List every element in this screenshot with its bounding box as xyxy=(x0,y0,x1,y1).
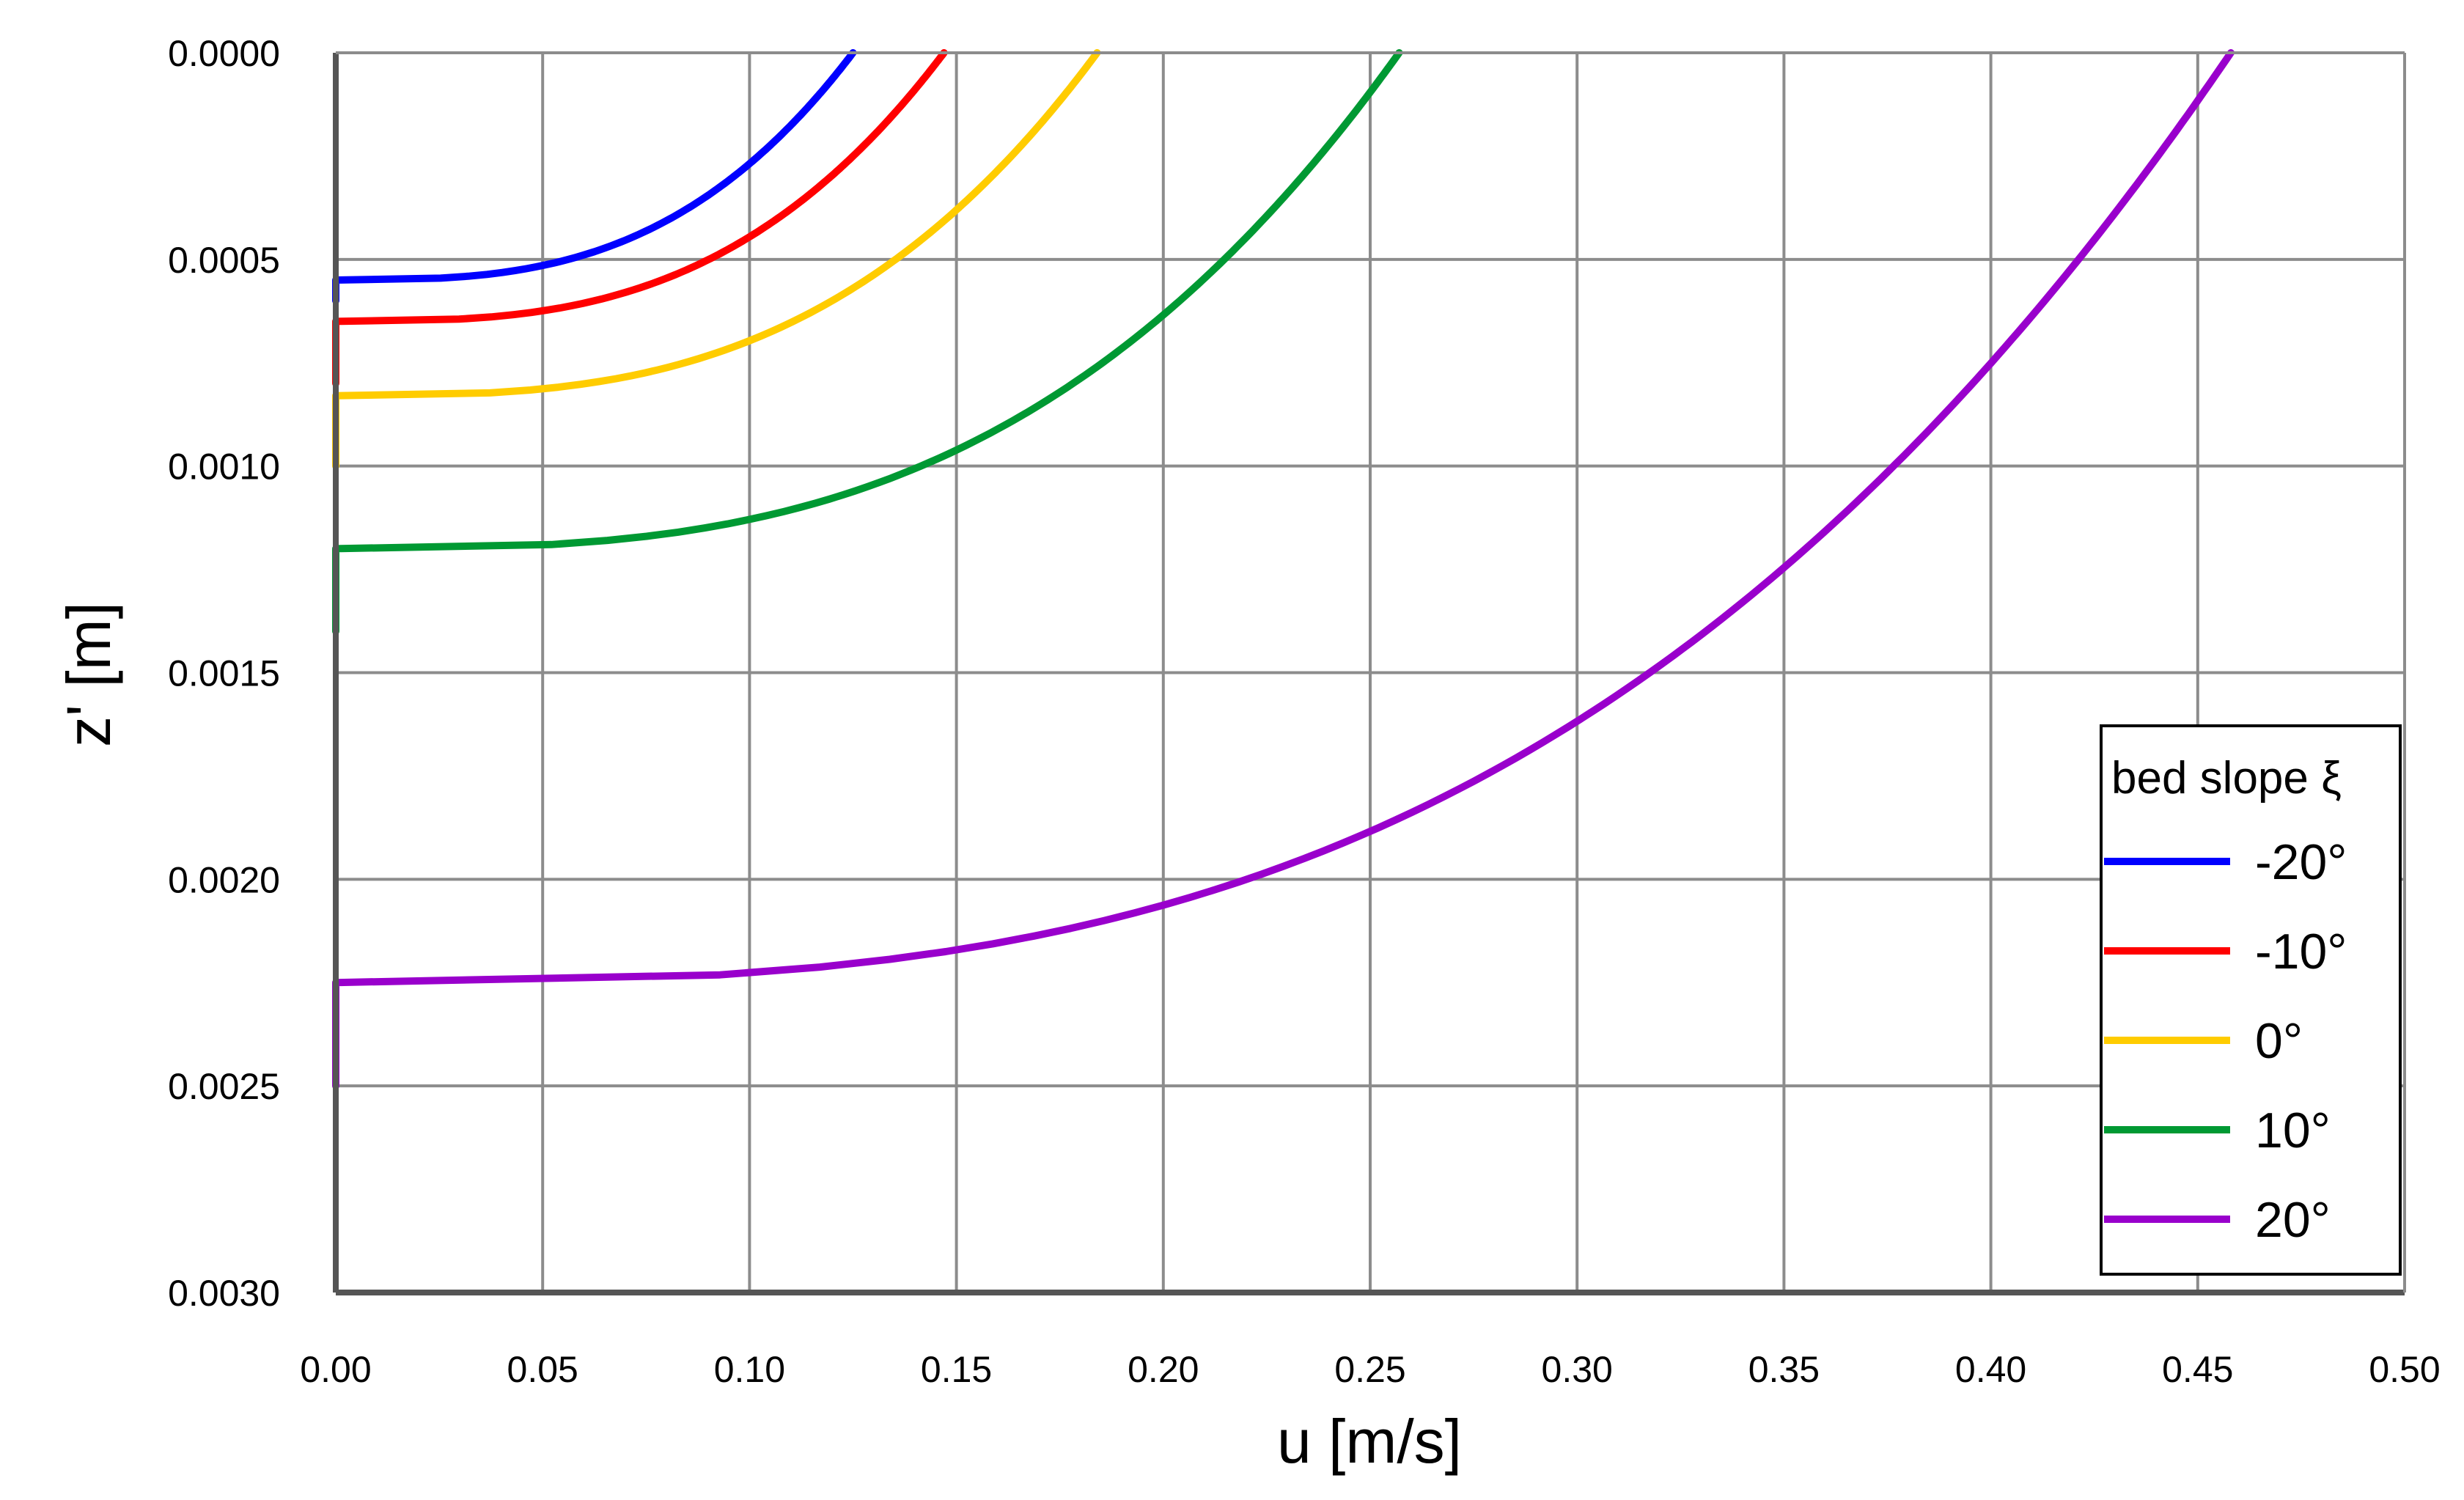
x-tick-label: 0.50 xyxy=(2369,1349,2440,1390)
legend-title: bed slope ξ xyxy=(2111,753,2342,804)
legend-label: -20° xyxy=(2255,834,2347,890)
x-tick-label: 0.35 xyxy=(1748,1349,1820,1390)
series-line-3 xyxy=(332,49,1101,470)
x-tick-label: 0.05 xyxy=(507,1349,578,1390)
y-tick-label: 0.0000 xyxy=(168,33,280,74)
y-tick-label: 0.0015 xyxy=(168,653,280,694)
x-tick-label: 0.15 xyxy=(921,1349,992,1390)
legend-label: 0° xyxy=(2255,1013,2303,1069)
y-tick-label: 0.0020 xyxy=(168,859,280,900)
series-line-5 xyxy=(332,49,2235,1090)
legend: bed slope ξ -20° -10° 0° 10° 20° xyxy=(2100,724,2402,1276)
x-tick-label: 0.25 xyxy=(1334,1349,1405,1390)
x-tick-label: 0.10 xyxy=(714,1349,785,1390)
y-tick-label: 0.0010 xyxy=(168,446,280,488)
legend-box xyxy=(2100,724,2402,1276)
y-tick-labels: 0.0000 0.0005 0.0010 0.0015 0.0020 0.0025 0.00… xyxy=(168,33,280,1314)
x-tick-label: 0.40 xyxy=(1955,1349,2026,1390)
y-tick-label: 0.0030 xyxy=(168,1273,280,1314)
y-axis-title: z' [m] xyxy=(54,602,123,747)
x-tick-labels: 0.00 0.05 0.10 0.15 0.20 0.25 0.30 0.35 0.40 0.45… xyxy=(300,1349,2440,1390)
legend-label: 20° xyxy=(2255,1192,2331,1248)
x-tick-label: 0.20 xyxy=(1128,1349,1199,1390)
series-line-4 xyxy=(332,49,1403,636)
x-tick-label: 0.00 xyxy=(300,1349,371,1390)
x-tick-label: 0.30 xyxy=(1542,1349,1613,1390)
series-group xyxy=(332,49,2235,1090)
axes xyxy=(333,51,2406,1295)
y-tick-label: 0.0025 xyxy=(168,1066,280,1107)
legend-items: -20° -10° 0° 10° 20° xyxy=(2104,834,2347,1248)
legend-label: -10° xyxy=(2255,924,2347,979)
series-line-1 xyxy=(332,49,857,305)
series-line-2 xyxy=(332,49,948,387)
y-tick-label: 0.0005 xyxy=(168,240,280,281)
legend-label: 10° xyxy=(2255,1103,2331,1158)
x-tick-label: 0.45 xyxy=(2162,1349,2233,1390)
x-axis-title: u [m/s] xyxy=(1277,1407,1462,1476)
